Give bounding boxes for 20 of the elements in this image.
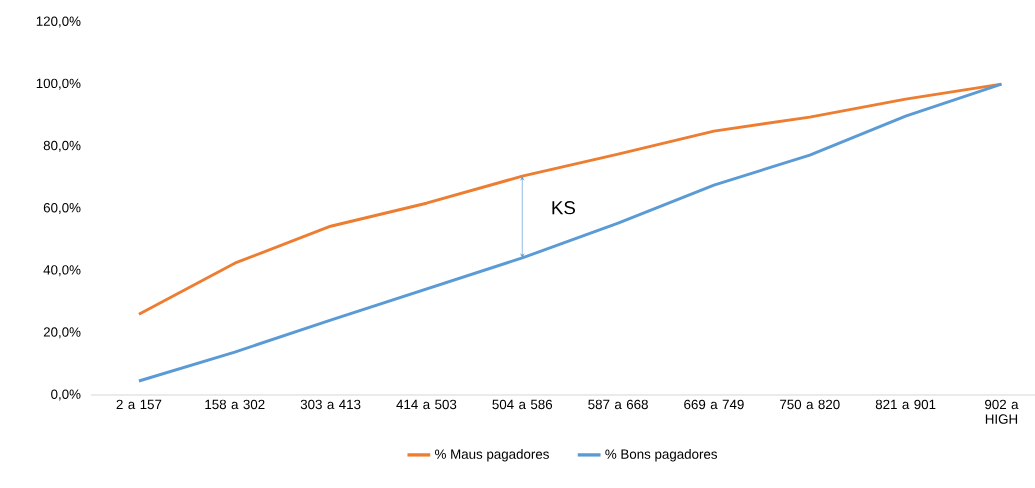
x-tick-label: 750 a 820 [780,399,840,410]
x-tick-label: 902 a HIGH [985,399,1019,424]
x-tick-label: 504 a 586 [492,399,553,410]
y-tick-label: 0,0% [51,389,81,401]
y-tick-label: 20,0% [43,327,81,339]
legend-label: % Bons pagadores [605,449,718,462]
x-tick-label: 414 a 503 [396,399,457,410]
x-tick-label: 303 a 413 [300,399,361,410]
x-tick-label: 2 a 157 [116,399,162,410]
x-tick-label: 158 a 302 [205,399,265,410]
legend-label: % Maus pagadores [435,449,549,462]
y-tick-label: 80,0% [43,140,81,152]
x-tick-label: 587 a 668 [588,399,648,410]
annotation: KS [552,201,575,215]
y-tick-label: 40,0% [43,265,81,277]
y-tick-label: 100,0% [36,78,81,90]
x-tick-label: 821 a 901 [875,399,936,410]
x-tick-label: 669 a 749 [684,399,744,410]
y-tick-label: 60,0% [43,202,81,215]
y-tick-label: 120,0% [36,16,81,28]
